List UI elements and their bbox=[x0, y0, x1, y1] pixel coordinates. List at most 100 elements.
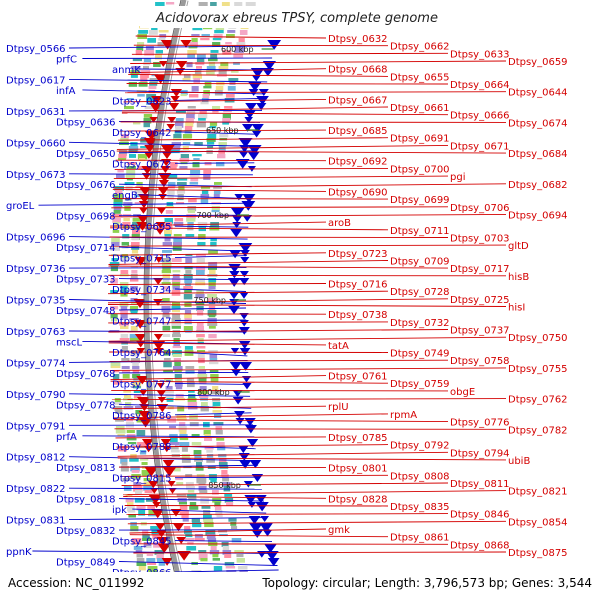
gene-block bbox=[210, 378, 219, 383]
label-connector bbox=[118, 246, 248, 252]
gene-block bbox=[227, 86, 236, 91]
gene-block bbox=[185, 122, 194, 128]
gene-label-left: Dtpsy_0791 bbox=[6, 421, 66, 432]
gene-block bbox=[118, 154, 127, 159]
gene-block bbox=[176, 418, 187, 421]
gene-block bbox=[199, 386, 207, 392]
gene-block bbox=[206, 66, 216, 72]
gene-block bbox=[130, 466, 140, 472]
gene-block bbox=[111, 238, 120, 243]
gene-block bbox=[124, 182, 135, 186]
strand-arrow bbox=[229, 271, 240, 279]
gene-block bbox=[173, 342, 180, 347]
gene-label-right: Dtpsy_0759 bbox=[390, 379, 450, 390]
strand-arrow bbox=[239, 320, 249, 327]
gene-label-left: Dtpsy_0631 bbox=[6, 107, 66, 118]
gene-block bbox=[204, 522, 214, 528]
label-connector bbox=[109, 244, 507, 247]
gene-label-left: ipk bbox=[112, 505, 127, 516]
gene-block bbox=[155, 54, 162, 60]
gene-label-left: Dtpsy_0734 bbox=[112, 285, 172, 296]
label-connector bbox=[118, 214, 250, 217]
gene-block bbox=[131, 66, 141, 70]
gene-block bbox=[245, 2, 256, 8]
gene-label-left: Dtpsy_0748 bbox=[56, 306, 116, 317]
label-connector bbox=[117, 451, 449, 457]
strand-arrow bbox=[167, 481, 176, 487]
gene-label-left: Dtpsy_0660 bbox=[6, 138, 66, 149]
gene-block bbox=[192, 162, 200, 168]
strand-arrow bbox=[228, 264, 241, 273]
gene-block bbox=[167, 174, 178, 180]
strand-arrow bbox=[227, 278, 241, 287]
gene-block bbox=[206, 70, 215, 75]
gene-block bbox=[148, 570, 158, 573]
gene-block bbox=[176, 482, 184, 486]
gene-block bbox=[223, 110, 232, 113]
gene-block bbox=[161, 270, 172, 274]
gene-block bbox=[131, 238, 140, 241]
gene-block bbox=[180, 94, 187, 97]
gene-label-left: Dtpsy_0831 bbox=[6, 516, 66, 527]
gene-block bbox=[222, 478, 230, 482]
label-connector bbox=[131, 543, 449, 545]
gene-block bbox=[196, 474, 205, 477]
gene-block bbox=[123, 218, 130, 222]
gene-block bbox=[172, 282, 180, 288]
label-connector bbox=[108, 252, 327, 256]
gene-label-left: Dtpsy_0566 bbox=[6, 44, 66, 55]
strand-arrow bbox=[133, 320, 147, 329]
gene-block bbox=[132, 218, 141, 222]
gene-block bbox=[213, 190, 221, 195]
gene-block bbox=[176, 190, 186, 194]
gene-block bbox=[172, 270, 181, 273]
strand-arrow bbox=[139, 390, 148, 396]
strand-arrow bbox=[242, 215, 252, 222]
gene-block bbox=[163, 362, 172, 368]
gene-block bbox=[189, 422, 199, 427]
gene-block bbox=[184, 126, 193, 131]
label-connector bbox=[68, 424, 253, 426]
label-connector bbox=[112, 405, 327, 410]
strand-arrow bbox=[159, 61, 168, 67]
gene-block bbox=[208, 334, 217, 339]
gene-block bbox=[207, 134, 217, 140]
gene-block bbox=[119, 282, 129, 288]
gene-block bbox=[143, 58, 152, 64]
gene-block bbox=[144, 50, 155, 56]
gene-block bbox=[169, 426, 176, 429]
gene-block bbox=[133, 394, 142, 400]
label-connector bbox=[108, 283, 327, 285]
gene-block bbox=[177, 194, 184, 200]
gene-block bbox=[182, 518, 189, 522]
gene-block bbox=[213, 194, 220, 198]
gene-block bbox=[164, 230, 172, 236]
gene-block bbox=[126, 166, 136, 170]
strand-arrow bbox=[166, 124, 175, 130]
gene-block bbox=[206, 454, 214, 458]
gene-block bbox=[218, 66, 229, 70]
gene-block bbox=[143, 118, 152, 124]
gene-block bbox=[213, 34, 223, 39]
gene-block bbox=[147, 506, 155, 509]
label-connector bbox=[109, 236, 449, 238]
gene-block bbox=[110, 278, 118, 284]
label-connector bbox=[113, 413, 389, 419]
gene-block bbox=[135, 550, 143, 554]
gene-block bbox=[236, 554, 244, 558]
gene-block bbox=[110, 314, 118, 319]
label-connector bbox=[129, 534, 389, 538]
gene-block bbox=[113, 194, 124, 198]
gene-block bbox=[191, 38, 198, 43]
gene-label-left: Dtpsy_0768 bbox=[56, 369, 116, 380]
strand-arrow bbox=[238, 446, 249, 454]
gene-block bbox=[121, 366, 130, 369]
gene-block bbox=[197, 374, 208, 379]
gene-block bbox=[221, 542, 229, 547]
gene-label-right: Dtpsy_0854 bbox=[508, 517, 568, 528]
gene-block bbox=[174, 362, 181, 367]
gene-block bbox=[189, 94, 199, 98]
tick-label: 850 kbp bbox=[208, 481, 241, 490]
gene-label-left: Dtpsy_0832 bbox=[56, 526, 116, 537]
gene-block bbox=[175, 394, 184, 400]
